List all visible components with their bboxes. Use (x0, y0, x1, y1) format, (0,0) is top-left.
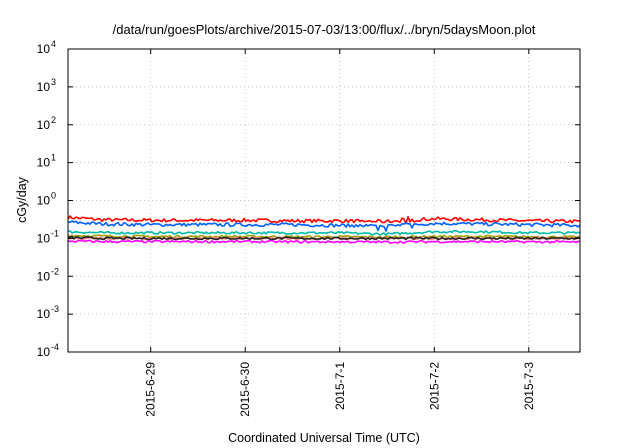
y-tick-label-exponent: -4 (51, 342, 59, 352)
y-axis-label: cGy/day (15, 176, 29, 223)
y-tick-label: 10 (37, 194, 51, 208)
series-line-4 (67, 234, 581, 239)
y-tick-label-exponent: -1 (51, 228, 59, 238)
y-tick-label: 10 (37, 307, 51, 321)
series-line-7 (67, 239, 581, 244)
grid (68, 49, 580, 352)
x-tick-label: 2015-6-30 (238, 362, 252, 417)
x-tick-label: 2015-7-2 (427, 362, 441, 410)
y-tick-label: 10 (37, 118, 51, 132)
series-line-2 (67, 220, 581, 232)
chart-title: /data/run/goesPlots/archive/2015-07-03/1… (113, 22, 536, 37)
y-tick-label: 10 (37, 231, 51, 245)
y-tick-label-exponent: 4 (51, 39, 56, 49)
series-line-1 (67, 215, 581, 225)
y-tick-label-exponent: 1 (51, 153, 56, 163)
y-tick-label: 10 (37, 156, 51, 170)
y-tick-label-exponent: -3 (51, 304, 59, 314)
series-line-3 (67, 229, 581, 236)
y-tick-label: 10 (37, 269, 51, 283)
x-tick-label: 2015-7-3 (522, 362, 536, 410)
y-tick-label-exponent: -2 (51, 266, 59, 276)
y-tick-label: 10 (37, 345, 51, 359)
y-tick-label-exponent: 0 (51, 191, 56, 201)
x-tick-label: 2015-7-1 (333, 362, 347, 410)
x-axis-label: Coordinated Universal Time (UTC) (228, 431, 420, 445)
y-tick-label-exponent: 2 (51, 115, 56, 125)
y-tick-label: 10 (37, 80, 51, 94)
x-tick-label: 2015-6-29 (144, 362, 158, 417)
series-line-6 (67, 235, 581, 241)
series-group (67, 215, 581, 244)
x-axis-ticks: 2015-6-29 2015-6-30 2015-7-1 2015-7-2 2015-7… (144, 49, 536, 417)
y-tick-label-exponent: 3 (51, 77, 56, 87)
y-tick-label: 10 (37, 42, 51, 56)
